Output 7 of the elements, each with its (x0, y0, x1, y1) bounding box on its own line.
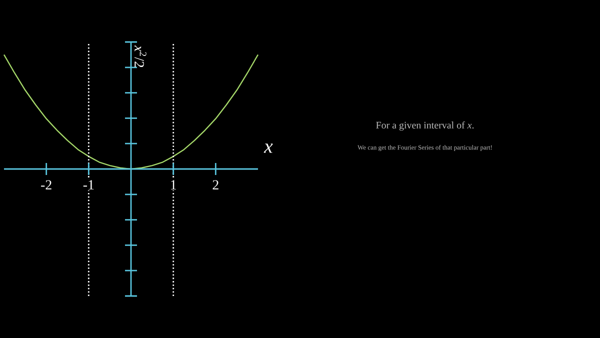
x-axis-title: x (264, 144, 273, 153)
text: For a given interval of x. (376, 121, 474, 131)
x-tick-label: -1 (83, 180, 94, 190)
x-tick-label: -2 (41, 180, 52, 190)
y-axis-title: x$^{2}$/2 (134, 45, 146, 68)
x-tick-label: 2 (212, 180, 218, 190)
x-tick-label: 1 (171, 180, 176, 190)
